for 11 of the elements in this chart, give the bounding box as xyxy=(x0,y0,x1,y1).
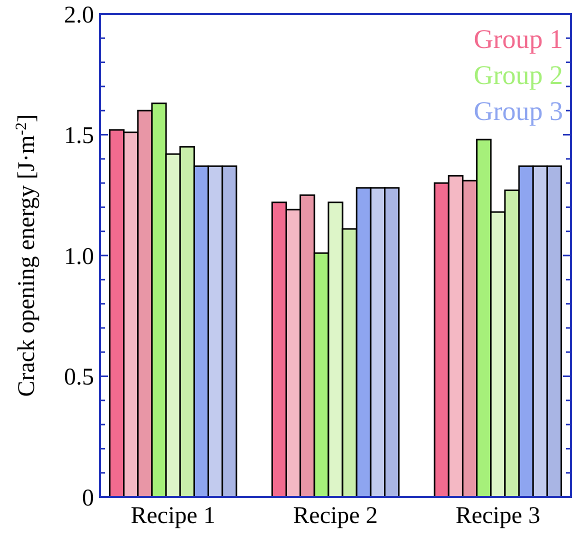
y-tick-label: 1.5 xyxy=(64,123,94,150)
series-label: Group 2 xyxy=(474,60,563,90)
y-tick-label: 2.0 xyxy=(64,2,94,28)
y-tick-label: 0 xyxy=(82,485,94,512)
y-tick-label: 1.0 xyxy=(64,244,94,270)
text: Group 1 xyxy=(474,24,563,54)
series-label: Group 3 xyxy=(474,96,563,126)
x-tick-label: Recipe 3 xyxy=(456,503,540,529)
x-tick-label: Recipe 2 xyxy=(293,503,378,529)
x-tick-label: Recipe 1 xyxy=(130,503,216,529)
y-tick-label: 0.5 xyxy=(64,364,94,391)
